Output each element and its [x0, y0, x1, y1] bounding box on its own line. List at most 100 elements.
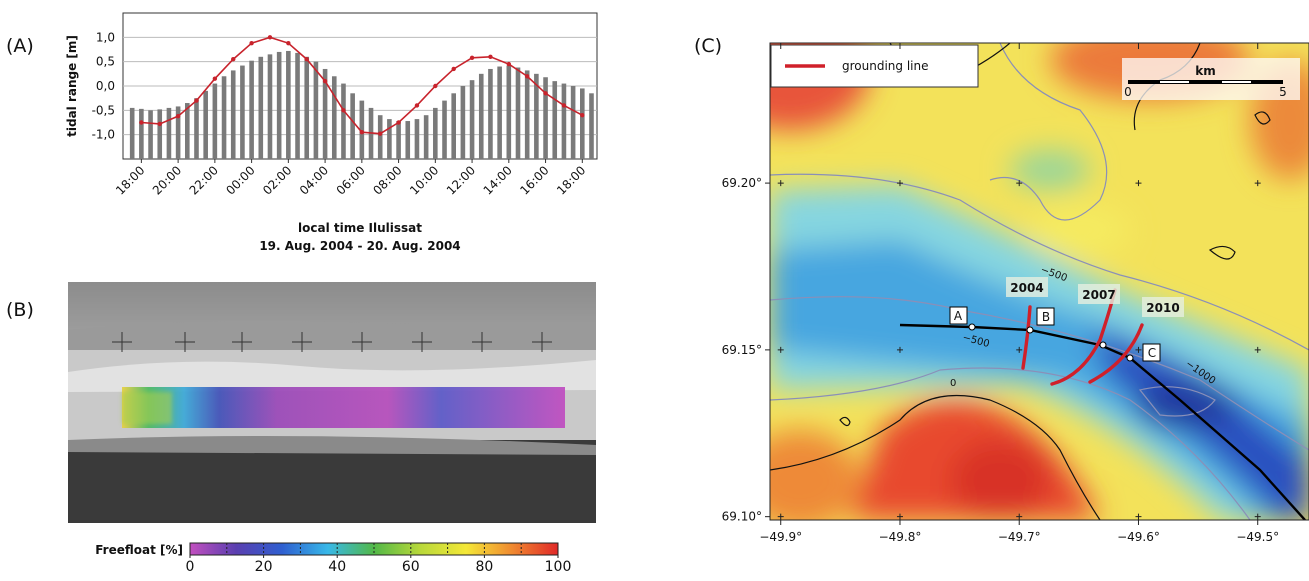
- tide-point: [561, 103, 567, 108]
- bar: [580, 88, 585, 159]
- x-axis-label: local time Ilulissat: [298, 221, 422, 235]
- grid-cross: [896, 513, 903, 520]
- tide-point: [469, 55, 475, 60]
- tide-point: [524, 74, 530, 79]
- bar: [230, 70, 236, 159]
- point-label: C: [1148, 346, 1156, 360]
- y-tick-label: 0,0: [96, 79, 115, 93]
- y-tick-label: 69.20°: [722, 176, 762, 190]
- bar: [157, 109, 163, 159]
- grid-cross: [1254, 513, 1261, 520]
- scalebar-label: 5: [1279, 85, 1287, 99]
- colorbar-tick-label: 80: [475, 559, 493, 575]
- bar: [203, 90, 208, 159]
- bar: [295, 52, 300, 160]
- x-tick-label: 12:00: [444, 163, 478, 197]
- bar: [433, 107, 438, 159]
- x-tick-label: 20:00: [150, 163, 184, 197]
- tide-point: [396, 120, 401, 125]
- x-tick-label: −49.5°: [1236, 530, 1279, 544]
- bar: [396, 121, 401, 159]
- legend-label: grounding line: [842, 59, 928, 73]
- bar: [442, 100, 447, 159]
- tide-point: [286, 40, 291, 46]
- x-tick-label: 08:00: [370, 163, 404, 197]
- bar: [515, 67, 521, 159]
- tide-point: [359, 130, 365, 135]
- bar: [322, 68, 328, 159]
- subtitle: 19. Aug. 2004 - 20. Aug. 2004: [259, 239, 460, 253]
- x-tick-label: 14:00: [481, 163, 515, 197]
- grid-cross: [777, 513, 784, 520]
- colorbar-tick-label: 60: [402, 559, 420, 575]
- tide-point: [231, 57, 236, 62]
- scalebar: [1128, 80, 1283, 84]
- bar: [341, 83, 346, 159]
- panel-label: (B): [6, 299, 34, 321]
- year-label: 2004: [1010, 281, 1043, 295]
- grid-cross: [1135, 346, 1142, 353]
- bar: [221, 76, 227, 159]
- bar: [313, 61, 319, 159]
- tide-point: [451, 66, 456, 72]
- x-tick-label: −49.7°: [998, 530, 1041, 544]
- colorbar-label: Freefloat [%]: [95, 543, 183, 557]
- tide-point: [175, 113, 181, 119]
- scalebar-segment: [1160, 81, 1189, 83]
- grid-cross: [896, 180, 903, 187]
- tide-point: [249, 40, 254, 46]
- bar: [166, 107, 172, 159]
- x-tick-label: 18:00: [554, 163, 588, 197]
- colorbar-tick-label: 0: [186, 559, 195, 575]
- tide-point: [267, 35, 273, 40]
- colorbar-tick-label: 100: [545, 559, 572, 575]
- bar: [478, 73, 484, 159]
- tide-point: [433, 83, 438, 89]
- bar: [212, 83, 218, 159]
- grid-cross: [1135, 513, 1142, 520]
- photo: [68, 282, 596, 523]
- bar: [488, 68, 493, 159]
- scalebar-label: 0: [1124, 85, 1132, 99]
- bar: [258, 56, 264, 159]
- tide-point: [580, 113, 585, 118]
- bar: [414, 119, 420, 159]
- x-tick-label: 10:00: [407, 163, 441, 197]
- scalebar-unit: km: [1195, 64, 1215, 78]
- colorbar-tick-label: 20: [255, 559, 273, 575]
- bar: [148, 110, 153, 159]
- x-tick-label: 00:00: [223, 163, 257, 197]
- tide-point: [194, 98, 199, 103]
- x-tick-label: 16:00: [517, 163, 551, 197]
- x-tick-label: 02:00: [260, 163, 294, 197]
- x-tick-label: 22:00: [187, 163, 221, 197]
- panel-label: (A): [6, 35, 34, 57]
- bar: [552, 81, 558, 159]
- tide-point: [157, 121, 162, 127]
- panel-label: (C): [694, 35, 722, 57]
- x-tick-label: −49.6°: [1117, 530, 1160, 544]
- point-label: A: [954, 309, 963, 323]
- bar: [350, 93, 355, 159]
- tide-point: [322, 78, 328, 84]
- map: [770, 43, 1309, 520]
- grid-cross: [1254, 346, 1261, 353]
- year-label: 2007: [1082, 288, 1115, 302]
- tide-point: [139, 120, 144, 125]
- x-tick-label: −49.8°: [879, 530, 922, 544]
- tide-chart: tidal range [m] local time Ilulissat 19.…: [65, 12, 598, 253]
- bar: [570, 86, 576, 159]
- grid-cross: [777, 346, 784, 353]
- bar: [359, 100, 365, 159]
- y-tick-label: 69.15°: [722, 343, 762, 357]
- bar: [185, 103, 190, 159]
- grid-cross: [1254, 180, 1261, 187]
- grid-cross: [1016, 346, 1023, 353]
- x-tick-label: 06:00: [334, 163, 368, 197]
- tide-point: [543, 91, 548, 96]
- bar: [451, 93, 456, 159]
- bar: [194, 98, 199, 159]
- grid-cross: [896, 346, 903, 353]
- bar: [175, 106, 181, 159]
